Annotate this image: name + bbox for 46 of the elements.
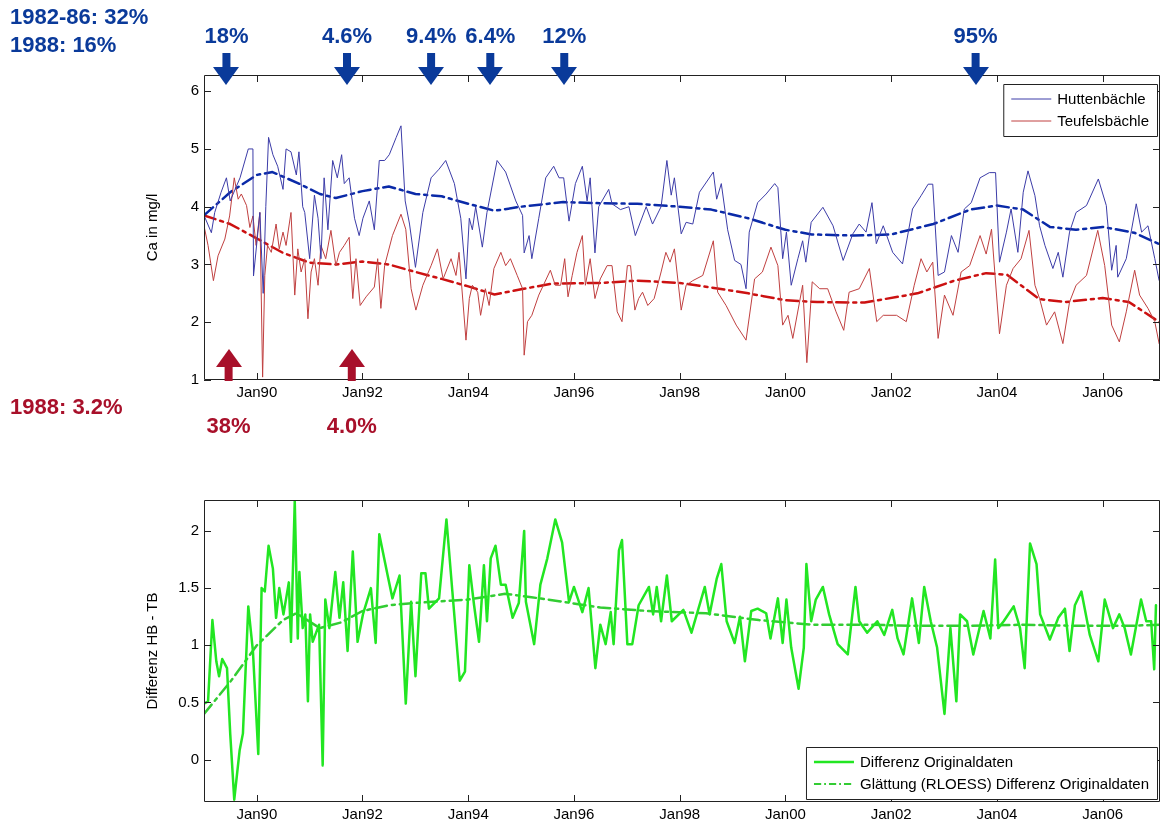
- x-tick-label: Jan92: [342, 383, 383, 401]
- y-tick-label: 1.5: [178, 578, 199, 596]
- ref-line-label: 95%: [953, 23, 998, 49]
- ref-line-label: 38%: [206, 413, 251, 439]
- x-tick-label: Jan06: [1082, 383, 1124, 401]
- x-tick-label: Jan90: [236, 805, 278, 823]
- legend-label: Huttenbächle: [1057, 90, 1146, 108]
- y-tick-label: 1: [190, 370, 199, 388]
- y-tick-label: 6: [190, 81, 199, 99]
- x-tick-label: Jan02: [870, 383, 912, 401]
- x-tick-label: Jan98: [659, 805, 701, 823]
- ref-line-label: 12%: [542, 23, 587, 49]
- ref-line-label: 4.6%: [322, 23, 373, 49]
- text: 1988: 3.2%: [10, 394, 123, 420]
- y-tick-label: 4: [190, 196, 199, 214]
- x-tick-label: Jan92: [342, 805, 383, 823]
- x-tick-label: Jan94: [447, 383, 489, 401]
- ref-line-label: 18%: [204, 23, 249, 49]
- ref-line-label: 6.4%: [465, 23, 516, 49]
- x-tick-label: Jan04: [976, 805, 1018, 823]
- ref-line-label: 4.0%: [326, 413, 377, 439]
- x-tick-label: Jan96: [553, 805, 595, 823]
- y-tick-label: 3: [190, 254, 199, 272]
- x-tick-label: Jan00: [764, 383, 806, 401]
- x-tick-label: Jan96: [553, 383, 595, 401]
- y-tick-label: 2: [190, 312, 199, 330]
- x-tick-label: Jan06: [1082, 805, 1124, 823]
- legend-label: Glättung (RLOESS) Differenz Originaldaten: [859, 775, 1149, 793]
- x-tick-label: Jan98: [659, 383, 701, 401]
- legend-label: Differenz Originaldaten: [859, 753, 1014, 771]
- x-tick-label: Jan94: [447, 805, 489, 823]
- y-tick-label: 5: [190, 139, 199, 157]
- y-tick-label: 0: [190, 749, 199, 767]
- legend-label: Teufelsbächle: [1057, 112, 1150, 130]
- y-axis-title: Ca in mg/l: [143, 193, 161, 262]
- x-tick-label: Jan00: [764, 805, 806, 823]
- y-tick-label: 0.5: [178, 692, 199, 710]
- x-tick-label: Jan90: [236, 383, 278, 401]
- y-tick-label: 1: [190, 635, 199, 653]
- x-tick-label: Jan04: [976, 383, 1018, 401]
- y-axis-title: Differenz HB - TB: [143, 592, 161, 710]
- ref-line-label: 9.4%: [406, 23, 457, 49]
- x-tick-label: Jan02: [870, 805, 912, 823]
- text: 1982-86: 32%: [10, 4, 149, 30]
- text: 1988: 16%: [10, 32, 117, 58]
- y-tick-label: 2: [190, 521, 199, 539]
